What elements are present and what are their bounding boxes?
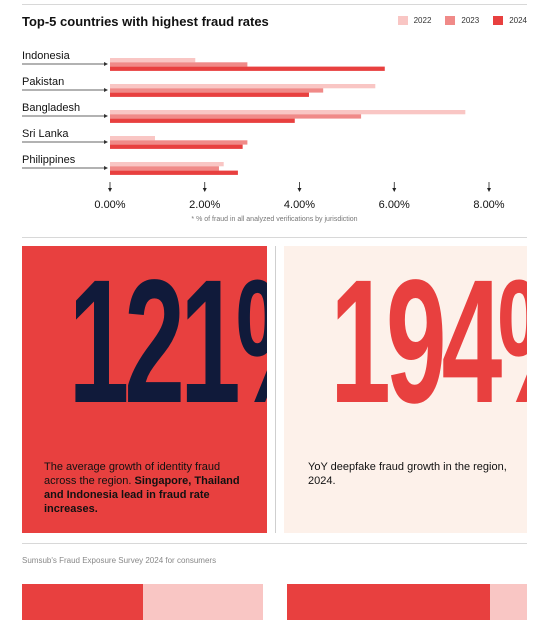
stat-description-identity-fraud: The average growth of identity fraud acr… xyxy=(44,460,249,516)
legend-swatch-2022 xyxy=(397,16,408,25)
legend-item-2022: 2022 xyxy=(397,16,432,25)
legend-swatch-2023 xyxy=(445,16,456,25)
bar-philippines-2022 xyxy=(110,162,224,167)
category-label-bangladesh: Bangladesh xyxy=(22,102,80,114)
x-tick-arrow-3 xyxy=(392,188,397,192)
bar-sri-lanka-2024 xyxy=(110,144,243,149)
legend-label-2023: 2023 xyxy=(461,16,480,25)
stat-card-identity-fraud: 121% The average growth of identity frau… xyxy=(22,246,267,533)
bar-philippines-2023 xyxy=(110,166,219,171)
bar-pakistan-2022 xyxy=(110,84,376,89)
bar-sri-lanka-2022 xyxy=(110,136,156,141)
x-tick-label-1: 2.00% xyxy=(189,199,220,211)
x-tick-arrow-1 xyxy=(202,188,207,192)
x-tick-label-0: 0.00% xyxy=(94,199,125,211)
bottom-bar-left-pink xyxy=(143,584,263,620)
x-tick-arrow-2 xyxy=(297,188,302,192)
chart-title: Top-5 countries with highest fraud rates xyxy=(22,14,269,29)
stat-text-identity-fraud: The average growth of identity fraud acr… xyxy=(44,461,221,487)
category-label-sri-lanka: Sri Lanka xyxy=(22,128,69,140)
x-tick-label-4: 8.00% xyxy=(473,199,504,211)
lower-divider xyxy=(22,543,527,544)
category-pointer-head-philippines xyxy=(104,166,108,170)
source-note: Sumsub's Fraud Exposure Survey 2024 for … xyxy=(22,556,217,565)
bottom-bar-right-pink xyxy=(490,584,527,620)
legend-label-2024: 2024 xyxy=(509,16,527,25)
legend-item-2023: 2023 xyxy=(445,16,479,25)
legend-item-2024: 2024 xyxy=(493,16,527,25)
bottom-bar-right-red xyxy=(287,584,490,620)
category-label-pakistan: Pakistan xyxy=(22,76,64,88)
bottom-bar-left-red xyxy=(22,584,143,620)
bar-bangladesh-2022 xyxy=(110,110,466,115)
stat-value-identity-fraud: 121% xyxy=(68,246,267,440)
bar-indonesia-2023 xyxy=(110,62,248,67)
legend-swatch-2024 xyxy=(493,16,504,25)
category-pointer-head-sri-lanka xyxy=(104,140,108,144)
bar-pakistan-2023 xyxy=(110,88,324,93)
x-tick-arrow-4 xyxy=(487,188,491,192)
x-tick-arrow-0 xyxy=(108,188,112,192)
chart-footnote: * % of fraud in all analyzed verificatio… xyxy=(191,216,358,223)
stat-text-bold-identity-fraud: Singapore, Thailand and Indonesia lead i… xyxy=(44,475,240,515)
bar-indonesia-2022 xyxy=(110,58,196,63)
middle-divider xyxy=(22,237,527,238)
chart-legend: 2022 2023 2024 xyxy=(397,16,527,25)
x-tick-label-2: 4.00% xyxy=(284,199,315,211)
category-pointer-head-bangladesh xyxy=(104,114,108,118)
x-tick-label-3: 6.00% xyxy=(379,199,410,211)
bar-bangladesh-2023 xyxy=(110,114,362,119)
legend-label-2022: 2022 xyxy=(413,16,432,25)
vertical-divider xyxy=(275,246,276,533)
bar-pakistan-2024 xyxy=(110,92,309,97)
category-label-indonesia: Indonesia xyxy=(22,50,71,62)
top-divider xyxy=(22,4,527,5)
category-pointer-head-pakistan xyxy=(104,88,108,92)
bar-bangladesh-2024 xyxy=(110,118,295,123)
stat-value-deepfake-fraud: 194% xyxy=(330,246,527,440)
bar-indonesia-2024 xyxy=(110,66,385,71)
bar-philippines-2024 xyxy=(110,170,238,175)
stat-card-deepfake-fraud: 194% YoY deepfake fraud growth in the re… xyxy=(284,246,527,533)
category-pointer-head-indonesia xyxy=(104,62,108,66)
category-label-philippines: Philippines xyxy=(22,154,76,166)
bar-sri-lanka-2023 xyxy=(110,140,248,145)
stat-description-deepfake-fraud: YoY deepfake fraud growth in the region,… xyxy=(308,461,507,487)
fraud-rate-bar-chart: Indonesia Pakistan Bangladesh Sri Lanka Phil… xyxy=(22,50,505,211)
